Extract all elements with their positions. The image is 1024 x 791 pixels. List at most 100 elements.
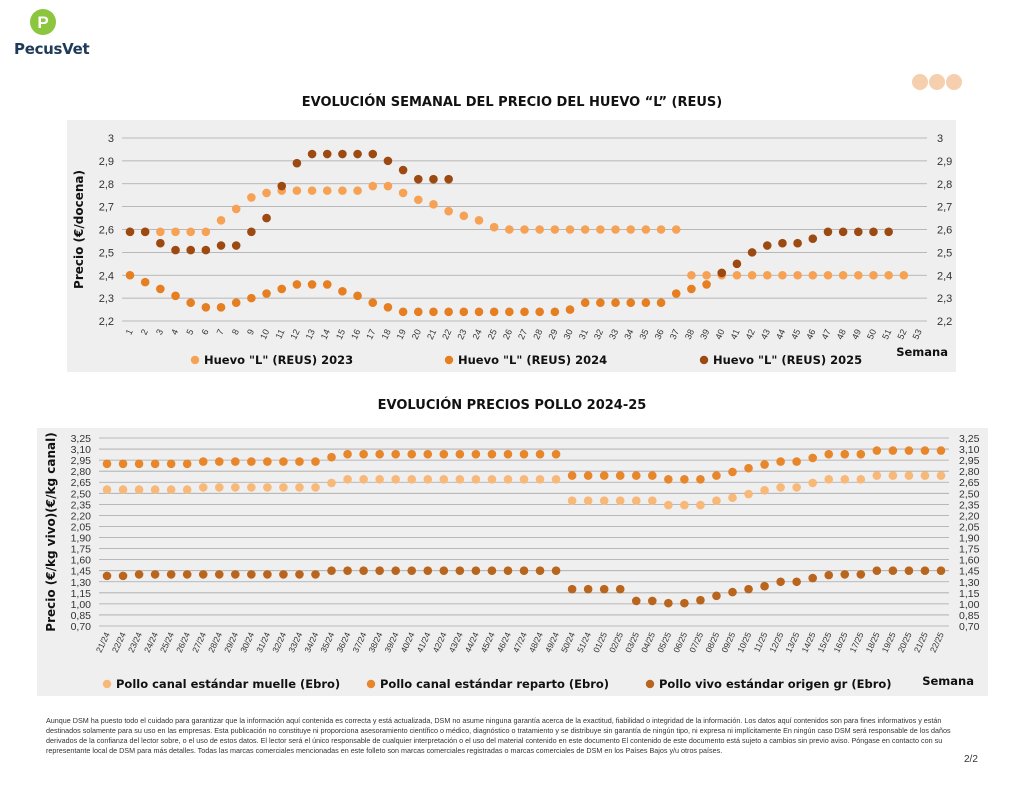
data-point-s1	[489, 222, 499, 232]
y-tick-label-right: 1,90	[959, 533, 980, 545]
legend-marker	[699, 355, 709, 365]
data-point-s3	[920, 566, 930, 576]
y-tick-label-left: 2,2	[99, 316, 114, 328]
data-point-s2	[680, 474, 689, 484]
data-point-s3	[186, 245, 195, 255]
y-tick-label-left: 1,15	[71, 588, 92, 600]
data-point-s2	[641, 298, 651, 307]
data-point-s1	[102, 485, 112, 494]
data-point-s1	[762, 270, 772, 280]
data-point-s3	[307, 149, 317, 159]
data-point-s3	[295, 570, 304, 579]
data-point-s1	[182, 485, 192, 494]
y-axis-title: Precio (€/kg vivo)(€/kg canal)	[44, 432, 58, 631]
data-point-s1	[413, 195, 423, 205]
data-point-s3	[327, 566, 336, 576]
y-tick-label-right: 2,6	[937, 225, 952, 237]
data-point-s1	[838, 270, 848, 280]
egg-chart-panel: 2,2 2,2 2,3 2,3 2,4 2,4 2,5 2,5 2,6 2,6 2,7 2,7 2,8 2…	[67, 120, 956, 372]
data-point-s2	[596, 298, 605, 307]
y-tick-label-right: 2,8	[937, 179, 952, 191]
y-tick-label-right: 2,80	[959, 466, 980, 478]
y-axis-title: Precio (€/docena)	[72, 170, 86, 289]
data-point-s1	[615, 496, 625, 505]
y-tick-label-right: 2,4	[937, 270, 952, 282]
x-axis-title: Semana	[896, 345, 948, 359]
x-tick-label: 26	[501, 328, 514, 341]
legend-marker	[444, 355, 454, 365]
data-point-s2	[936, 446, 946, 455]
data-point-s2	[520, 307, 529, 317]
data-point-s3	[423, 566, 433, 576]
data-point-s1	[611, 225, 620, 234]
y-tick-label-right: 2,2	[937, 316, 952, 328]
x-tick-label: 10/25	[735, 630, 753, 654]
data-point-s3	[383, 156, 393, 166]
y-tick-label-right: 2,7	[937, 202, 952, 214]
data-point-s2	[474, 307, 484, 317]
data-point-s1	[583, 496, 593, 505]
chicken-chart-panel: 0,70 0,70 0,85 0,85 1,00 1,00 1,15 1,15 1,30 1,30…	[37, 428, 988, 696]
data-point-s1	[599, 496, 609, 505]
data-point-s3	[262, 213, 271, 223]
data-point-s3	[214, 570, 224, 579]
legend-marker	[190, 355, 200, 365]
data-point-s2	[888, 446, 898, 455]
y-tick-label-right: 2,3	[937, 293, 952, 305]
egg-price-chart: 2,2 2,2 2,3 2,3 2,4 2,4 2,5 2,5 2,6 2,6 2,7 2,7 2,8 2…	[72, 133, 952, 367]
data-point-s1	[150, 485, 160, 494]
data-point-s2	[776, 457, 785, 466]
data-point-s1	[307, 186, 317, 195]
data-point-s2	[444, 307, 453, 317]
data-point-s1	[471, 474, 481, 484]
data-point-s3	[413, 174, 423, 184]
data-point-s2	[459, 307, 469, 317]
y-tick-label-right: 2,5	[937, 247, 952, 259]
data-point-s3	[869, 227, 878, 237]
data-point-s3	[471, 566, 481, 576]
data-point-s2	[368, 298, 378, 307]
y-tick-label-left: 2,05	[71, 521, 92, 533]
data-point-s2	[920, 446, 930, 455]
data-point-s2	[359, 449, 368, 459]
data-point-s2	[247, 293, 256, 303]
data-point-s2	[150, 459, 160, 469]
data-point-s2	[263, 457, 272, 466]
data-point-s2	[429, 307, 438, 317]
data-point-s3	[368, 149, 378, 159]
data-point-s1	[263, 483, 272, 492]
data-point-s2	[322, 280, 332, 289]
y-tick-label-right: 1,75	[959, 544, 980, 556]
data-point-s3	[631, 596, 641, 606]
data-point-s2	[503, 449, 513, 459]
egg-chart-title: EVOLUCIÓN SEMANAL DEL PRECIO DEL HUEVO “…	[301, 95, 723, 110]
data-point-s1	[322, 186, 332, 195]
data-point-s2	[198, 457, 208, 466]
x-tick-label: 2	[139, 328, 150, 337]
y-tick-label-left: 2,5	[99, 247, 114, 259]
data-point-s1	[648, 496, 657, 505]
x-axis-title: Semana	[922, 674, 974, 688]
data-point-s1	[505, 225, 514, 234]
y-tick-label-right: 1,45	[959, 566, 980, 578]
data-point-s1	[631, 496, 641, 505]
data-point-s1	[732, 270, 742, 280]
data-point-s1	[565, 225, 575, 234]
data-point-s2	[519, 449, 529, 459]
disclaimer-text: Aunque DSM ha puesto todo el cuidado par…	[46, 716, 951, 755]
data-point-s1	[338, 186, 347, 195]
x-tick-label: 18	[379, 328, 392, 341]
legend-label: Pollo vivo estándar origen gr (Ebro)	[659, 677, 892, 691]
data-point-s2	[214, 457, 224, 466]
y-tick-label-right: 1,30	[959, 577, 980, 589]
x-tick-label: 47	[819, 328, 832, 341]
y-tick-label-left: 2,50	[71, 488, 92, 500]
data-point-s1	[596, 225, 605, 234]
data-point-s2	[391, 449, 400, 459]
data-point-s2	[134, 459, 144, 469]
y-tick-label-right: 0,85	[959, 610, 980, 622]
data-point-s1	[503, 474, 513, 484]
data-point-s3	[503, 566, 513, 576]
data-point-s2	[327, 452, 336, 462]
data-point-s3	[231, 570, 240, 579]
